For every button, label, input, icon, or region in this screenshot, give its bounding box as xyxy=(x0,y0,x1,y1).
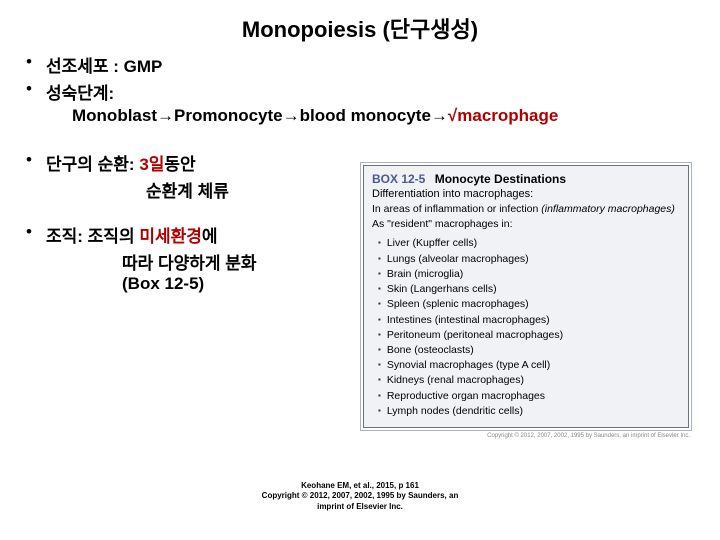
list-item: Intestines (intestinal macrophages) xyxy=(378,313,680,328)
b4-b: 에 xyxy=(202,227,218,246)
item-text: Lungs (alveolar macrophages) xyxy=(387,252,529,267)
item-text: Kidneys (renal macrophages) xyxy=(387,373,524,388)
list-item: Reproductive organ macrophages xyxy=(378,389,680,404)
bullet-4-text: 조직: 조직의 미세환경에 xyxy=(46,222,376,247)
list-item: Bone (osteoclasts) xyxy=(378,343,680,358)
box-12-5: BOX 12-5 Monocyte Destinations Different… xyxy=(360,162,692,439)
pathway-monoblast: Monoblast xyxy=(72,106,157,125)
tick-mark: √ xyxy=(448,106,457,125)
pathway-blood: blood monocyte xyxy=(300,106,431,125)
bullet-dot: • xyxy=(26,52,46,72)
bullet-dot: • xyxy=(26,150,46,170)
box-line-1: In areas of inflammation or infection (i… xyxy=(372,202,680,217)
list-item: Brain (microglia) xyxy=(378,267,680,282)
item-text: Spleen (splenic macrophages) xyxy=(387,297,529,312)
bullet1-value: GMP xyxy=(124,57,163,76)
citation-line-2: Copyright © 2012, 2007, 2002, 1995 by Sa… xyxy=(0,491,720,501)
bullet-4-line3: (Box 12-5) xyxy=(26,274,376,294)
bullet-1-text: 선조세포 : GMP xyxy=(46,52,704,77)
bullet-1: • 선조세포 : GMP xyxy=(26,52,704,77)
b4-a: 조직: 조직의 xyxy=(46,227,139,246)
item-text: Lymph nodes (dendritic cells) xyxy=(387,404,523,419)
citation-line-3: imprint of Elsevier Inc. xyxy=(0,502,720,512)
slide-citation: Keohane EM, et al., 2015, p 161 Copyrigh… xyxy=(0,481,720,512)
pathway-macrophage: macrophage xyxy=(457,106,558,125)
box-label-row: BOX 12-5 Monocyte Destinations xyxy=(372,172,680,186)
list-item: Skin (Langerhans cells) xyxy=(378,282,680,297)
arrow-icon: → xyxy=(431,106,448,125)
bullet-3-line2: 순환계 체류 xyxy=(26,177,376,202)
b3-b: 동안 xyxy=(164,155,195,174)
box-label: BOX 12-5 xyxy=(372,172,425,186)
bullet-3-text: 단구의 순환: 3일동안 xyxy=(46,150,376,175)
item-text: Bone (osteoclasts) xyxy=(387,343,474,358)
item-text: Skin (Langerhans cells) xyxy=(387,282,497,297)
list-item: Synovial macrophages (type A cell) xyxy=(378,358,680,373)
pathway-line: Monoblast→Promonocyte→blood monocyte→√ma… xyxy=(26,106,704,126)
box-outer-border: BOX 12-5 Monocyte Destinations Different… xyxy=(360,162,692,431)
list-item: Liver (Kupffer cells) xyxy=(378,236,680,251)
list-item: Kidneys (renal macrophages) xyxy=(378,373,680,388)
bullet-dot: • xyxy=(26,79,46,99)
bullet-2: • 성숙단계: xyxy=(26,79,704,104)
box-list: Liver (Kupffer cells) Lungs (alveolar ma… xyxy=(378,236,680,419)
bullet-4: • 조직: 조직의 미세환경에 xyxy=(26,222,376,247)
pathway-promonocyte: Promonocyte xyxy=(174,106,283,125)
bullet-dot: • xyxy=(26,222,46,242)
b3-red: 3일 xyxy=(139,155,164,174)
bullet-4-line2: 따라 다양하게 분화 xyxy=(26,249,376,274)
list-item: Spleen (splenic macrophages) xyxy=(378,297,680,312)
list-item: Lungs (alveolar macrophages) xyxy=(378,252,680,267)
b3-a: 단구의 순환: xyxy=(46,155,139,174)
arrow-icon: → xyxy=(283,106,300,125)
box-inner: BOX 12-5 Monocyte Destinations Different… xyxy=(363,165,689,428)
item-text: Peritoneum (peritoneal macrophages) xyxy=(387,328,563,343)
bullet-3: • 단구의 순환: 3일동안 xyxy=(26,150,376,175)
item-text: Reproductive organ macrophages xyxy=(387,389,545,404)
box-line1-a: In areas of inflammation or infection xyxy=(372,203,541,215)
box-line-2: As "resident" macrophages in: xyxy=(372,217,680,232)
box-line1-b: (inflammatory macrophages) xyxy=(541,203,675,215)
item-text: Synovial macrophages (type A cell) xyxy=(387,358,550,373)
slide-title: Monopoiesis (단구생성) xyxy=(0,0,720,52)
bullet-2-text: 성숙단계: xyxy=(46,79,704,104)
item-text: Brain (microglia) xyxy=(387,267,463,282)
box-heading: Monocyte Destinations xyxy=(435,172,566,186)
arrow-icon: → xyxy=(157,106,174,125)
item-text: Intestines (intestinal macrophages) xyxy=(387,313,550,328)
item-text: Liver (Kupffer cells) xyxy=(387,236,477,251)
b4-red: 미세환경 xyxy=(139,227,202,246)
list-item: Lymph nodes (dendritic cells) xyxy=(378,404,680,419)
box-copyright: Copyright © 2012, 2007, 2002, 1995 by Sa… xyxy=(360,433,690,439)
list-item: Peritoneum (peritoneal macrophages) xyxy=(378,328,680,343)
box-sub: Differentiation into macrophages: xyxy=(372,188,680,200)
citation-line-1: Keohane EM, et al., 2015, p 161 xyxy=(0,481,720,491)
bullet1-prefix: 선조세포 : xyxy=(46,57,124,76)
